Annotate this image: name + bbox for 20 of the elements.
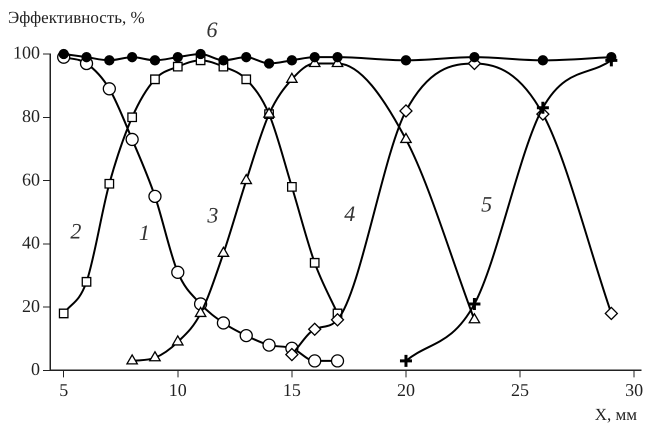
series-label: 6	[206, 16, 218, 42]
series-label: 2	[70, 218, 82, 244]
series-label: 1	[138, 220, 150, 246]
y-tick-label: 80	[22, 106, 40, 126]
series-label: 4	[344, 201, 356, 226]
x-tick-label: 30	[625, 380, 644, 400]
y-tick-label: 60	[22, 169, 40, 190]
y-tick-label: 40	[22, 232, 40, 253]
x-tick-label: 15	[282, 380, 301, 400]
x-tick-label: 25	[511, 380, 530, 400]
series-label: 3	[206, 202, 218, 228]
x-tick-label: 10	[168, 380, 187, 400]
y-tick-label: 100	[13, 42, 40, 63]
x-tick-label: 5	[59, 380, 68, 400]
series-label: 5	[481, 192, 492, 217]
y-tick-label: 0	[31, 359, 40, 380]
x-tick-label: 20	[396, 380, 415, 400]
y-axis-title: Эффективность, %	[8, 8, 145, 28]
y-tick-label: 20	[22, 296, 40, 316]
x-axis-title: X, мм	[594, 405, 637, 425]
